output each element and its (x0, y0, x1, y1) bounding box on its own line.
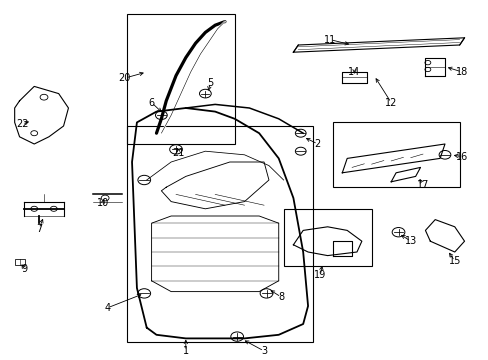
Bar (127, 14, 234, 144)
Text: 2: 2 (314, 139, 320, 149)
Text: 12: 12 (384, 98, 397, 108)
Bar (127, 126, 312, 342)
Text: 5: 5 (207, 78, 213, 88)
Text: 6: 6 (148, 98, 154, 108)
Text: 8: 8 (278, 292, 284, 302)
Text: 22: 22 (16, 119, 28, 129)
Text: 10: 10 (96, 198, 109, 208)
Text: 3: 3 (261, 346, 266, 356)
Text: 19: 19 (313, 270, 326, 280)
Bar (15, 259, 25, 265)
Bar (332, 122, 459, 187)
Text: 15: 15 (447, 256, 460, 266)
Bar (283, 209, 371, 266)
Text: 9: 9 (21, 264, 27, 274)
Text: 7: 7 (36, 224, 42, 234)
Text: 11: 11 (323, 35, 336, 45)
Text: 17: 17 (416, 180, 428, 190)
Text: 20: 20 (118, 73, 131, 83)
Text: 1: 1 (183, 346, 188, 356)
Text: 21: 21 (172, 148, 184, 158)
Text: 13: 13 (404, 236, 416, 246)
Text: 16: 16 (455, 152, 468, 162)
Text: 14: 14 (347, 67, 360, 77)
Text: 4: 4 (104, 303, 110, 313)
Text: 18: 18 (455, 67, 468, 77)
